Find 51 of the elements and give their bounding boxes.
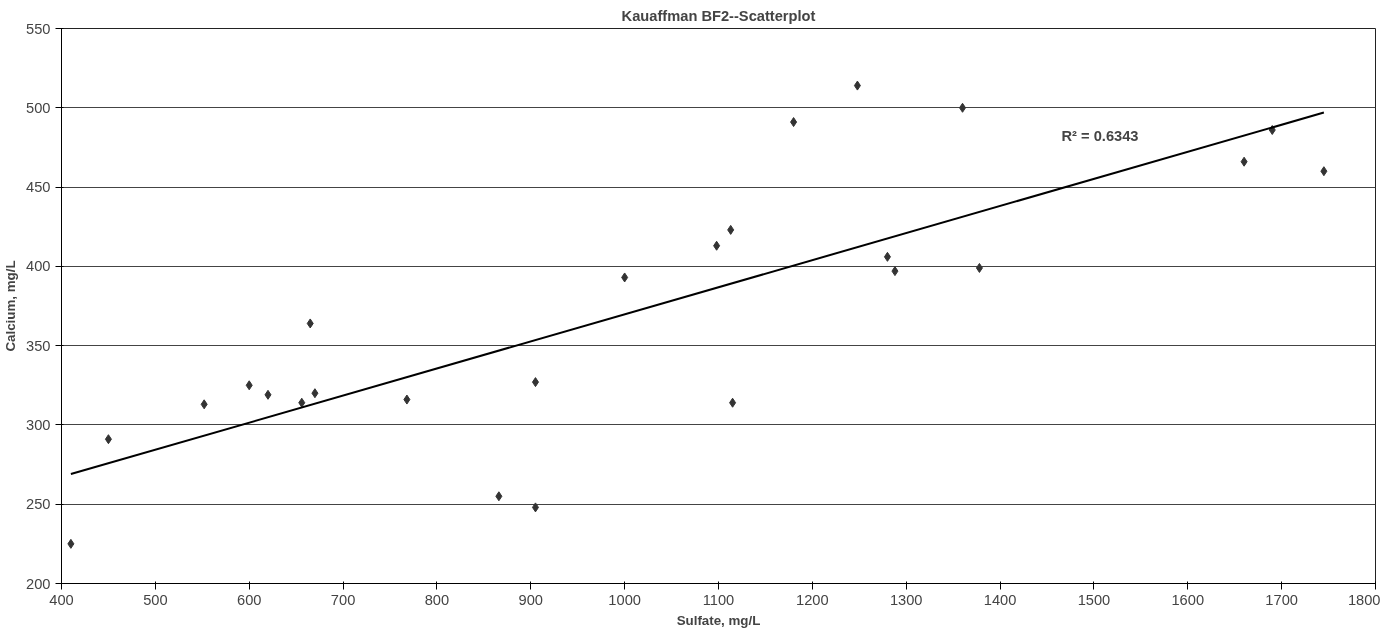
x-tick-label: 1000 bbox=[608, 591, 641, 608]
point bbox=[1240, 156, 1248, 167]
point bbox=[713, 240, 721, 251]
y-tick-label: 300 bbox=[26, 416, 51, 433]
point bbox=[67, 538, 75, 549]
point bbox=[790, 117, 798, 128]
x-axis-title: Sulfate, mg/L bbox=[676, 612, 761, 628]
point bbox=[245, 380, 253, 391]
y-axis-title: Calcium, mg/L bbox=[3, 260, 19, 352]
annotation: R² = 0.6343 bbox=[1061, 127, 1139, 144]
point bbox=[975, 262, 983, 273]
x-tick-label: 400 bbox=[49, 591, 74, 608]
x-tick-label: 700 bbox=[330, 591, 356, 608]
point bbox=[853, 80, 861, 91]
x-tick-label: 1800 bbox=[1347, 591, 1381, 608]
x-tick-label: 800 bbox=[424, 591, 450, 608]
point bbox=[729, 397, 737, 408]
x-tick-label: 900 bbox=[518, 591, 544, 608]
x-tick-label: 600 bbox=[236, 591, 262, 608]
point bbox=[959, 102, 967, 113]
point bbox=[531, 502, 539, 513]
point bbox=[883, 251, 891, 262]
x-tick-label: 1500 bbox=[1077, 591, 1111, 608]
point bbox=[531, 377, 539, 388]
x-tick-label: 1600 bbox=[1171, 591, 1205, 608]
y-tick-label: 550 bbox=[26, 20, 51, 37]
x-tick-label: 500 bbox=[143, 591, 168, 608]
y-tick-label: 350 bbox=[26, 337, 51, 354]
point bbox=[891, 266, 899, 277]
point bbox=[403, 394, 411, 405]
y-tick-label: 500 bbox=[26, 99, 51, 116]
point bbox=[264, 389, 272, 400]
y-tick-label: 400 bbox=[26, 258, 51, 275]
x-tick-label: 1700 bbox=[1265, 591, 1298, 608]
x-tick-label: 1400 bbox=[983, 591, 1017, 608]
x-tick-label: 1100 bbox=[702, 591, 735, 608]
y-tick-label: 200 bbox=[26, 575, 51, 592]
y-tick-label: 250 bbox=[26, 496, 51, 513]
point bbox=[104, 434, 112, 445]
point bbox=[311, 388, 319, 399]
point bbox=[727, 224, 735, 235]
point bbox=[621, 272, 629, 283]
point bbox=[298, 397, 306, 408]
y-tick-label: 450 bbox=[26, 179, 51, 196]
x-tick-label: 1200 bbox=[796, 591, 829, 608]
chart-title: Kauaffman BF2--Scatterplot bbox=[621, 7, 816, 24]
point bbox=[200, 399, 208, 410]
x-tick-label: 1300 bbox=[889, 591, 923, 608]
point bbox=[495, 491, 503, 502]
point bbox=[306, 318, 314, 329]
point bbox=[1320, 166, 1328, 177]
